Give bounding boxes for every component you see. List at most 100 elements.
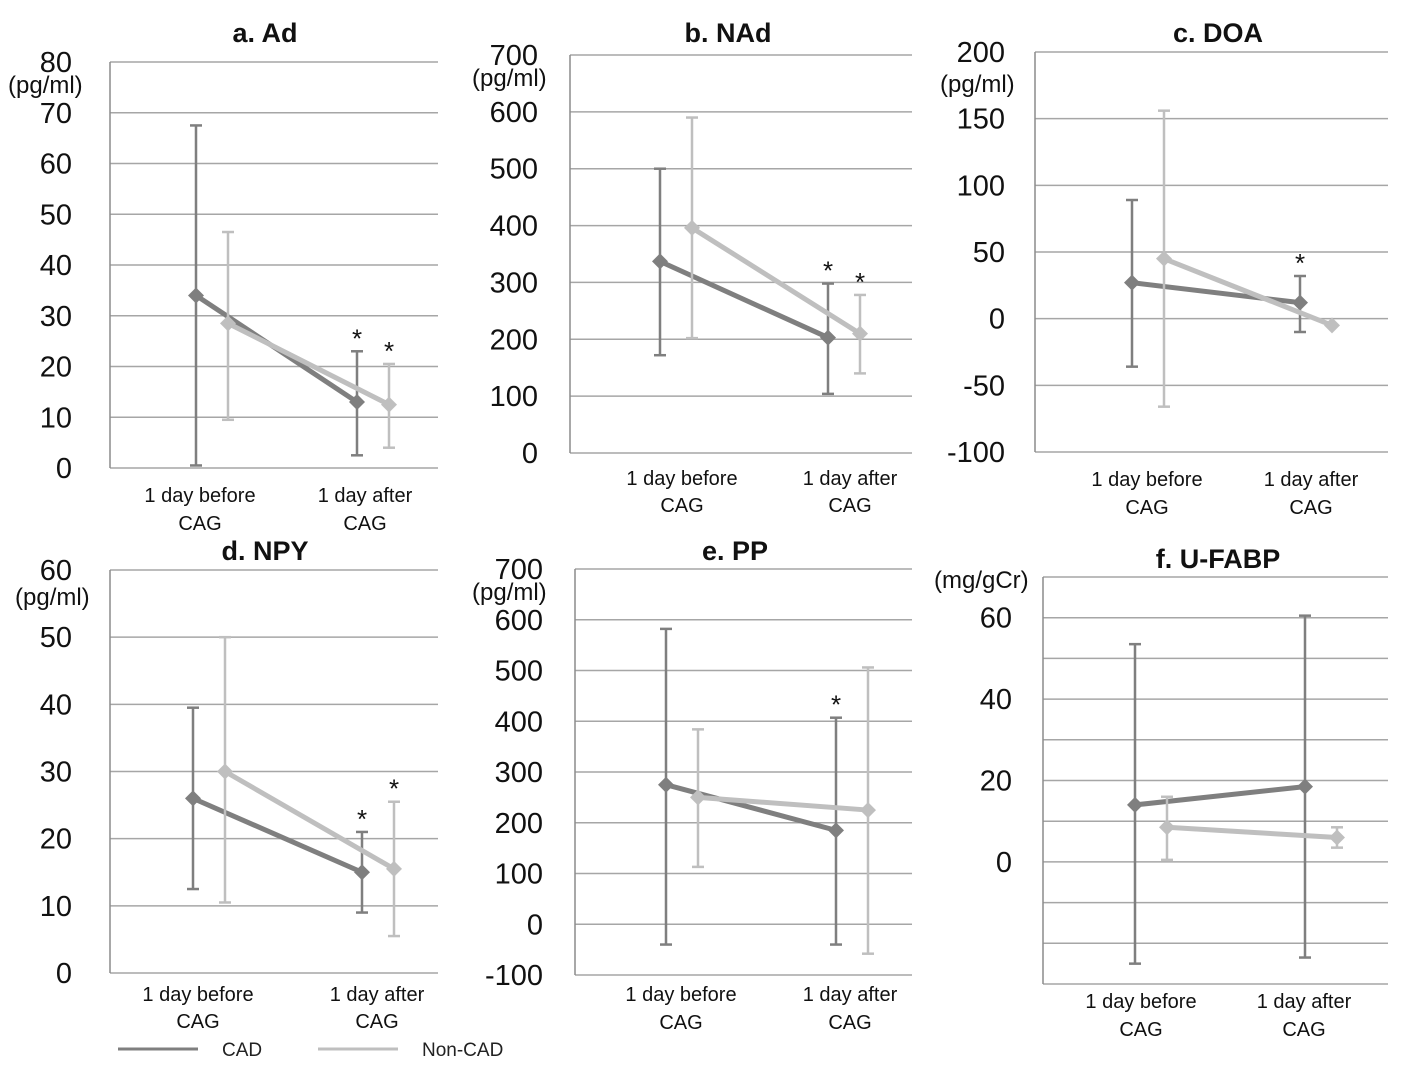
series-line-non-cad: [1166, 824, 1338, 840]
data-point-marker: [381, 396, 397, 413]
x-tick-label: 1 day before: [142, 984, 253, 1006]
y-tick-label: 400: [490, 211, 538, 243]
chart-f: f. U-FABP (mg/gCr) 0 20 40 60 1 day before CAG 1…: [934, 544, 1388, 1041]
y-axis-unit-label: (pg/ml): [940, 71, 1015, 98]
y-axis-unit-label: (pg/ml): [15, 584, 90, 611]
x-tick-label: 1 day after: [803, 468, 898, 490]
x-tick-label: 1 day after: [803, 984, 898, 1006]
chart-a: a. Ad (pg/ml) 0 10 20 30 40 50 60 70 80 1 day befor…: [8, 18, 438, 535]
data-point-marker: [185, 790, 201, 807]
x-tick-label: 1 day after: [1257, 991, 1352, 1013]
y-tick-label: 50: [40, 199, 72, 231]
y-tick-label: 700: [490, 40, 538, 72]
y-tick-label: 10: [40, 891, 72, 923]
series-line-cad: [1134, 784, 1306, 808]
series-line-non-cad: [226, 321, 391, 407]
y-tick-label: 80: [40, 47, 72, 79]
y-tick-label: 0: [989, 304, 1005, 336]
x-tick-label: CAG: [343, 513, 386, 535]
y-tick-label: 600: [495, 605, 543, 637]
y-tick-label: -100: [485, 960, 543, 992]
y-tick-label: 500: [490, 154, 538, 186]
x-tick-label: 1 day after: [330, 984, 425, 1006]
significance-asterisk: *: [357, 804, 367, 834]
y-tick-label: 30: [40, 301, 72, 333]
y-tick-label: 70: [40, 98, 72, 130]
data-point-marker: [1297, 778, 1313, 795]
x-tick-label: CAG: [355, 1011, 398, 1033]
data-point-marker: [188, 287, 204, 304]
significance-asterisk: *: [384, 336, 394, 366]
chart-title: d. NPY: [221, 536, 308, 566]
data-point-marker: [1127, 796, 1143, 813]
data-point-marker: [349, 394, 365, 411]
series-line-cad: [191, 796, 364, 875]
y-tick-label: 300: [495, 757, 543, 789]
data-point-marker: [828, 822, 844, 839]
y-tick-label: 600: [490, 97, 538, 129]
y-tick-label: 20: [980, 766, 1012, 798]
data-point-marker: [684, 219, 700, 236]
y-tick-label: 50: [973, 237, 1005, 269]
y-axis-unit-label: (mg/gCr): [934, 567, 1029, 594]
y-tick-label: 60: [40, 149, 72, 181]
legend-label-cad: CAD: [222, 1040, 262, 1061]
chart-title: a. Ad: [232, 18, 297, 48]
chart-d: d. NPY (pg/ml) 0 10 20 30 40 50 60 1 day before CA…: [15, 536, 438, 1033]
x-tick-label: 1 day before: [1091, 469, 1202, 491]
chart-title: f. U-FABP: [1156, 544, 1281, 574]
y-tick-label: 200: [495, 808, 543, 840]
x-tick-label: 1 day before: [626, 468, 737, 490]
x-tick-label: 1 day before: [144, 485, 255, 507]
data-point-marker: [354, 864, 370, 881]
chart-e: e. PP (pg/ml) -100 0 100 200 300 400 500 600 700 1 …: [472, 536, 912, 1034]
y-tick-label: 50: [40, 622, 72, 654]
significance-asterisk: *: [352, 323, 362, 353]
series-line-non-cad: [223, 769, 396, 872]
x-tick-label: CAG: [1289, 497, 1332, 519]
data-point-marker: [1124, 274, 1140, 291]
data-point-marker: [652, 253, 668, 270]
significance-asterisk: *: [855, 267, 865, 297]
y-tick-label: 0: [56, 958, 72, 990]
x-tick-label: CAG: [660, 495, 703, 517]
y-tick-label: 200: [957, 37, 1005, 69]
series-line-cad: [665, 782, 837, 833]
chart-c: c. DOA (pg/ml) -100 -50 0 50 100 150 200 1 day be…: [940, 18, 1388, 519]
x-tick-label: CAG: [1282, 1019, 1325, 1041]
data-point-marker: [1292, 294, 1308, 311]
y-tick-label: 150: [957, 104, 1005, 136]
y-tick-label: -50: [963, 370, 1005, 402]
y-tick-label: -100: [947, 437, 1005, 469]
x-tick-label: CAG: [176, 1011, 219, 1033]
y-tick-label: 0: [996, 847, 1012, 879]
x-tick-label: CAG: [178, 513, 221, 535]
y-tick-label: 0: [527, 909, 543, 941]
y-axis-unit-label: (pg/ml): [472, 579, 547, 606]
data-point-marker: [220, 315, 236, 332]
x-tick-label: 1 day after: [1264, 469, 1359, 491]
x-tick-label: CAG: [828, 1012, 871, 1034]
y-tick-label: 40: [40, 250, 72, 282]
data-point-marker: [386, 860, 402, 877]
x-tick-label: CAG: [659, 1012, 702, 1034]
y-tick-label: 700: [495, 554, 543, 586]
series-line-non-cad: [1163, 256, 1333, 328]
x-tick-label: 1 day before: [1085, 991, 1196, 1013]
y-tick-label: 20: [40, 352, 72, 384]
y-tick-label: 30: [40, 757, 72, 789]
y-tick-label: 100: [495, 859, 543, 891]
y-tick-label: 60: [40, 555, 72, 587]
y-axis-unit-label: (pg/ml): [472, 65, 547, 92]
y-tick-label: 40: [40, 689, 72, 721]
data-point-marker: [1159, 819, 1175, 836]
data-point-marker: [1156, 250, 1172, 267]
data-point-marker: [860, 802, 876, 819]
legend: CAD Non-CAD: [118, 1040, 503, 1061]
series-line-cad: [1131, 280, 1301, 306]
significance-asterisk: *: [1295, 248, 1305, 278]
y-tick-label: 100: [490, 381, 538, 413]
x-tick-label: CAG: [828, 495, 871, 517]
series-line-non-cad: [690, 225, 862, 336]
